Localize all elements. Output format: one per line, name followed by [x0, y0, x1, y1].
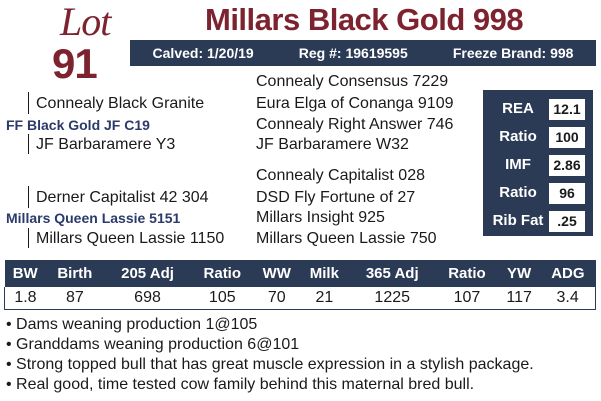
column-header: YW	[498, 260, 541, 287]
lot-number: 91	[52, 40, 98, 87]
column-header: Milk	[300, 260, 349, 287]
table-cell: 1225	[348, 287, 436, 310]
registration-number: Reg #: 19619595	[298, 45, 408, 61]
carcass-label: REA	[502, 100, 534, 117]
column-header: Ratio	[435, 260, 499, 287]
pedigree-sire-dam: JF Barbaramere Y3	[36, 136, 176, 153]
carcass-data-box: REA 12.1 Ratio 100 IMF 2.86 Ratio 96 Rib…	[483, 90, 593, 236]
carcass-row-imf-ratio: Ratio 96	[483, 181, 593, 205]
notes-list: • Dams weaning production 1@105 • Grandd…	[6, 315, 534, 395]
carcass-value: 100	[549, 127, 585, 148]
list-item: • Granddams weaning production 6@101	[6, 336, 300, 353]
table-cell: 107	[435, 287, 499, 310]
column-header: Birth	[45, 260, 104, 287]
pedigree-dam-dam-sire: Millars Insight 925	[256, 209, 385, 226]
pedigree-sire-dam-dam: JF Barbaramere W32	[256, 136, 409, 153]
pedigree-sire-sire-sire: Connealy Consensus 7229	[256, 73, 449, 90]
lot-label: Lot	[60, 0, 111, 44]
column-header: 205 Adj	[103, 260, 192, 287]
carcass-label: IMF	[505, 156, 531, 173]
carcass-row-rea-ratio: Ratio 100	[483, 125, 593, 149]
table-cell: 117	[498, 287, 541, 310]
pedigree-sire-sire: Connealy Black Granite	[36, 95, 205, 112]
carcass-value: 12.1	[549, 99, 585, 120]
column-header: Ratio	[191, 260, 254, 287]
column-header: BW	[4, 260, 46, 287]
pedigree-bracket	[28, 186, 29, 208]
performance-header-row: BW Birth 205 Adj Ratio WW Milk 365 Adj R…	[4, 260, 596, 287]
pedigree-bracket	[28, 134, 29, 154]
table-row: 1.8 87 698 105 70 21 1225 107 117 3.4	[3, 287, 597, 310]
carcass-value: 2.86	[549, 155, 585, 176]
list-item: • Dams weaning production 1@105	[6, 316, 258, 333]
column-header: ADG	[540, 260, 596, 287]
carcass-value: 96	[549, 183, 585, 204]
pedigree-dam-sire: Derner Capitalist 42 304	[36, 189, 209, 206]
calved-date: Calved: 1/20/19	[152, 45, 254, 61]
page-title: Millars Black Gold 998	[205, 2, 524, 37]
freeze-brand: Freeze Brand: 998	[452, 45, 574, 61]
table-cell: 21	[300, 287, 349, 310]
column-header: 365 Adj	[348, 260, 436, 287]
carcass-row-imf: IMF 2.86	[483, 153, 593, 177]
pedigree-sire-sire-dam: Eura Elga of Conanga 9109	[256, 95, 454, 112]
list-item: • Strong topped bull that has great musc…	[6, 356, 534, 373]
pedigree-dam-dam: Millars Queen Lassie 1150	[36, 230, 225, 247]
carcass-label: Rib Fat	[492, 212, 544, 229]
pedigree-sire: FF Black Gold JF C19	[6, 117, 150, 133]
pedigree-dam-sire-sire: Connealy Capitalist 028	[256, 167, 425, 184]
carcass-row-rib-fat: Rib Fat .25	[483, 209, 593, 233]
pedigree-dam: Millars Queen Lassie 5151	[6, 210, 181, 226]
pedigree-dam-sire-dam: DSD Fly Fortune of 27	[256, 189, 416, 206]
list-item: • Real good, time tested cow family behi…	[6, 376, 475, 393]
table-cell: 105	[191, 287, 254, 310]
info-bar: Calved: 1/20/19 Reg #: 19619595 Freeze B…	[130, 40, 596, 66]
carcass-label: Ratio	[499, 128, 537, 145]
table-cell: 3.4	[540, 287, 597, 310]
table-cell: 698	[103, 287, 192, 310]
pedigree-sire-dam-sire: Connealy Right Answer 746	[256, 116, 454, 133]
pedigree-bracket	[28, 92, 29, 114]
pedigree-bracket	[28, 228, 29, 248]
table-cell: 70	[253, 287, 301, 310]
carcass-row-rea: REA 12.1	[483, 97, 593, 121]
performance-table: BW Birth 205 Adj Ratio WW Milk 365 Adj R…	[3, 260, 597, 310]
table-cell: 1.8	[3, 287, 46, 310]
pedigree-dam-dam-dam: Millars Queen Lassie 750	[256, 230, 437, 247]
carcass-label: Ratio	[499, 184, 537, 201]
carcass-value: .25	[549, 211, 585, 232]
column-header: WW	[253, 260, 301, 287]
table-cell: 87	[45, 287, 104, 310]
